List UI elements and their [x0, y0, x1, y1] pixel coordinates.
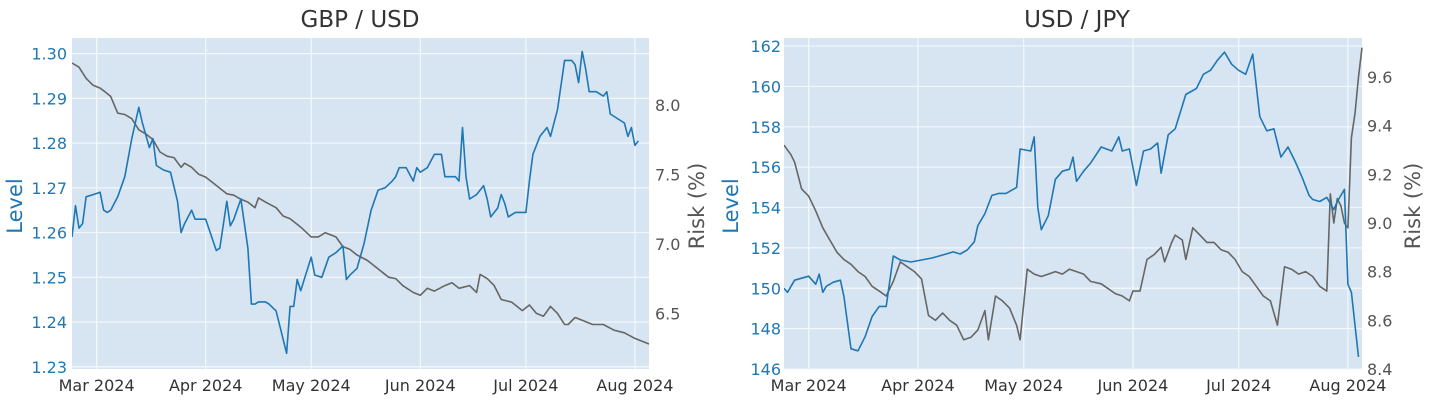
usdjpy-left-tick-label: 156: [750, 158, 781, 177]
gbpusd-chart-title: GBP / USD: [301, 7, 420, 33]
gbpusd-x-tick-label: May 2024: [272, 376, 351, 395]
usdjpy-left-tick-label: 154: [750, 199, 781, 218]
gbpusd-right-tick-label: 6.5: [655, 304, 680, 323]
gbpusd-right-tick-label: 7.5: [655, 165, 680, 184]
gbpusd-level-series-line: [72, 50, 640, 355]
usdjpy-x-tick-label: Jul 2024: [1205, 376, 1271, 395]
usdjpy-right-tick-label: 8.4: [1367, 360, 1392, 379]
usdjpy-right-tick-label: 9.4: [1367, 117, 1392, 136]
gbpusd-x-tick-label: Apr 2024: [169, 376, 242, 395]
gbpusd-risk-series-line: [72, 62, 650, 345]
gbpusd-right-tick-label: 8.0: [655, 96, 680, 115]
usdjpy-left-tick-label: 146: [750, 360, 781, 379]
gbpusd-left-tick-label: 1.28: [31, 134, 67, 153]
gbpusd-x-tick-label: Mar 2024: [59, 376, 135, 395]
usdjpy-plot-area: [784, 38, 1362, 369]
gbpusd-x-tick-label: Jul 2024: [492, 376, 558, 395]
usdjpy-right-tick-label: 8.8: [1367, 263, 1392, 282]
gbpusd-x-tick-label: Jun 2024: [384, 376, 456, 395]
gbpusd-x-tick-label: Aug 2024: [596, 376, 673, 395]
usdjpy-right-tick-label: 8.6: [1367, 311, 1392, 330]
usdjpy-x-tick-label: Mar 2024: [771, 376, 847, 395]
gbpusd-plot-area: [72, 38, 649, 369]
usdjpy-right-tick-label: 9.2: [1367, 165, 1392, 184]
usdjpy-left-tick-label: 162: [750, 37, 781, 56]
gbpusd-left-tick-label: 1.27: [31, 179, 67, 198]
usdjpy-right-tick-label: 9.6: [1367, 68, 1392, 87]
gbpusd-right-tick-label: 7.0: [655, 235, 680, 254]
usdjpy-left-axis-label: Level: [719, 178, 743, 233]
usdjpy-left-tick-label: 158: [750, 118, 781, 137]
usdjpy-level-series-line: [784, 51, 1360, 357]
gbpusd-left-tick-label: 1.23: [31, 358, 67, 377]
gbpusd-left-tick-label: 1.26: [31, 224, 67, 243]
usdjpy-risk-series-line: [784, 47, 1363, 341]
usdjpy-panel: 146 148 150 152 154 156 158 160 162 8.4 8.6 8.8 9.0 9…: [719, 7, 1425, 395]
usdjpy-x-tick-label: Jun 2024: [1097, 376, 1169, 395]
gbpusd-panel: 1.23 1.24 1.25 1.26 1.27 1.28 1.29 1.30 6.5 7.0 7.…: [3, 7, 709, 395]
usdjpy-x-tick-label: Aug 2024: [1309, 376, 1386, 395]
gbpusd-left-tick-label: 1.24: [31, 313, 67, 332]
usdjpy-right-axis-label: Risk (%): [1401, 163, 1425, 250]
gbpusd-left-tick-label: 1.29: [31, 89, 67, 108]
usdjpy-left-tick-label: 150: [750, 279, 781, 298]
usdjpy-x-tick-label: May 2024: [984, 376, 1063, 395]
gbpusd-left-tick-label: 1.25: [31, 268, 67, 287]
usdjpy-chart-title: USD / JPY: [1024, 7, 1131, 33]
gbpusd-left-axis-label: Level: [3, 178, 27, 233]
usdjpy-x-tick-label: Apr 2024: [881, 376, 954, 395]
gbpusd-left-tick-label: 1.30: [31, 45, 67, 64]
usdjpy-right-tick-label: 9.0: [1367, 214, 1392, 233]
usdjpy-left-tick-label: 148: [750, 320, 781, 339]
usdjpy-left-tick-label: 152: [750, 239, 781, 258]
gbpusd-right-axis-label: Risk (%): [685, 163, 709, 250]
usdjpy-left-tick-label: 160: [750, 77, 781, 96]
